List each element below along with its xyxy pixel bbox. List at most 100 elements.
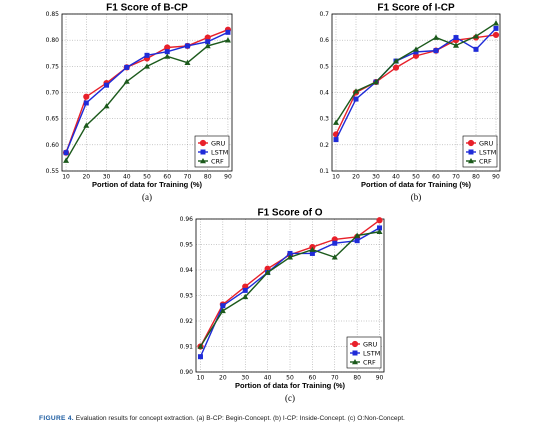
data-point-lstm: [164, 49, 170, 55]
x-tick-label: 40: [264, 375, 272, 382]
y-tick-label: 0.70: [46, 90, 60, 97]
data-point-crf: [184, 59, 191, 65]
data-point-crf: [219, 307, 226, 314]
plot-frame: [61, 13, 233, 172]
legend-marker: [468, 158, 474, 164]
data-point-crf: [353, 88, 359, 94]
legend-marker: [468, 149, 474, 155]
caption-text: Evaluation results for concept extractio…: [75, 415, 405, 422]
y-tick-label: 0.95: [180, 242, 194, 249]
y-tick-label: 0.91: [180, 344, 194, 351]
data-point-crf: [333, 119, 339, 125]
data-point-lstm: [287, 250, 293, 256]
x-tick-label: 90: [492, 174, 500, 181]
x-tick-label: 30: [372, 174, 380, 181]
data-point-lstm: [205, 39, 211, 45]
y-tick-label: 0.7: [319, 11, 329, 18]
data-point-crf: [376, 228, 383, 235]
y-tick-label: 0.4: [319, 90, 329, 97]
data-point-gru: [376, 217, 383, 224]
data-point-gru: [492, 31, 500, 39]
data-point-lstm: [332, 240, 338, 246]
data-point-lstm: [104, 82, 110, 88]
data-point-lstm: [63, 150, 69, 156]
data-point-crf: [123, 78, 130, 84]
data-point-crf: [204, 42, 211, 49]
data-point-lstm: [353, 96, 359, 102]
y-tick-label: 0.96: [180, 216, 194, 223]
data-point-crf: [453, 42, 459, 48]
data-point-crf: [287, 254, 293, 260]
legend-marker: [199, 139, 207, 147]
data-point-crf: [473, 33, 479, 39]
legend-marker: [200, 149, 206, 155]
x-axis-label: Portion of data for Training (%): [235, 381, 345, 390]
x-tick-label: 60: [163, 174, 171, 181]
data-point-lstm: [453, 35, 459, 41]
legend-label: GRU: [211, 139, 226, 147]
caption-label: FIGURE 4.: [39, 415, 74, 422]
plot-frame: [195, 218, 385, 373]
x-tick-label: 50: [286, 375, 294, 382]
data-point-lstm: [242, 287, 248, 293]
chart-panel-1: F1 Score of B-CP 0.55 0.60 0.65 0.70 0.75 0.80…: [46, 3, 233, 202]
x-tick-label: 70: [184, 174, 192, 181]
legend-label: CRF: [211, 157, 224, 165]
y-tick-label: 0.93: [180, 293, 194, 300]
x-axis-label: Portion of data for Training (%): [361, 180, 471, 189]
data-point-lstm: [433, 48, 439, 54]
data-point-crf: [393, 58, 399, 64]
legend-label: GRU: [479, 139, 494, 147]
y-tick-label: 0.92: [180, 318, 194, 325]
data-point-crf: [493, 20, 499, 26]
data-point-lstm: [144, 52, 150, 58]
data-point-crf: [309, 246, 316, 252]
y-tick-label: 0.3: [319, 116, 329, 123]
x-tick-label: 60: [309, 375, 317, 382]
data-point-lstm: [493, 25, 499, 31]
figure-caption: FIGURE 4. Evaluation results for concept…: [39, 415, 549, 422]
data-point-gru: [83, 93, 90, 100]
x-tick-label: 20: [82, 174, 90, 181]
legend-label: LSTM: [211, 148, 228, 156]
x-tick-label: 10: [62, 174, 70, 181]
x-tick-label: 20: [352, 174, 360, 181]
panel-label: (c): [285, 393, 295, 403]
x-axis-label: Portion of data for Training (%): [92, 180, 202, 189]
x-tick-label: 90: [376, 375, 384, 382]
data-point-crf: [264, 269, 271, 275]
data-point-crf: [413, 46, 419, 52]
data-point-crf: [63, 157, 70, 163]
x-tick-label: 10: [332, 174, 340, 181]
y-tick-label: 0.1: [319, 168, 329, 175]
data-point-crf: [197, 343, 204, 349]
legend-marker: [351, 340, 359, 348]
data-point-crf: [433, 34, 439, 40]
y-tick-label: 0.85: [46, 11, 60, 18]
chart-title: F1 Score of O: [257, 208, 322, 219]
y-tick-label: 0.90: [180, 369, 194, 376]
chart-title: F1 Score of I-CP: [377, 3, 455, 14]
data-point-lstm: [225, 29, 231, 35]
chart-title: F1 Score of B-CP: [106, 3, 188, 14]
data-point-lstm: [354, 238, 360, 244]
data-point-lstm: [124, 64, 130, 70]
data-point-lstm: [184, 43, 190, 49]
data-point-gru: [392, 64, 400, 71]
panel-label: (a): [142, 192, 152, 202]
data-point-crf: [242, 293, 249, 300]
legend-label: LSTM: [363, 349, 380, 357]
series-line-lstm: [335, 27, 497, 140]
y-tick-label: 0.6: [319, 37, 329, 44]
data-point-lstm: [333, 137, 339, 143]
x-tick-label: 60: [432, 174, 440, 181]
data-point-crf: [83, 122, 90, 128]
legend-label: CRF: [363, 358, 376, 366]
data-point-lstm: [83, 100, 89, 106]
data-point-lstm: [197, 354, 203, 360]
x-tick-label: 40: [392, 174, 400, 181]
y-tick-label: 0.75: [46, 63, 60, 70]
data-point-lstm: [377, 225, 383, 231]
